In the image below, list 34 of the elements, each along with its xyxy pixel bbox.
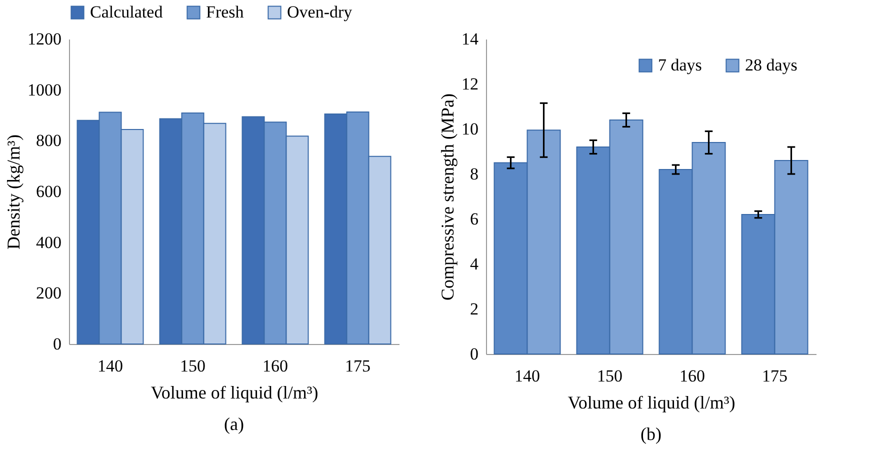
- legend-label: 7 days: [658, 56, 702, 75]
- y-tick-label: 6: [470, 210, 478, 228]
- x-axis-title: Volume of liquid (l/m³): [150, 382, 318, 402]
- y-tick-label: 14: [462, 30, 479, 48]
- y-axis-title: Density (kg/m³): [4, 134, 24, 250]
- y-tick-label: 200: [36, 284, 62, 303]
- y-tick-label: 4: [470, 254, 479, 274]
- x-tick-label: 150: [180, 356, 206, 376]
- y-tick-label: 1000: [28, 80, 62, 100]
- x-tick-label: 160: [680, 366, 705, 386]
- y-tick-label: 2: [470, 300, 478, 318]
- y-tick-label: 0: [53, 334, 62, 354]
- y-tick-label: 1200: [28, 30, 62, 48]
- y-tick-label: 8: [470, 164, 478, 184]
- x-tick-label: 175: [345, 356, 370, 376]
- y-tick-label: 10: [462, 120, 478, 138]
- text: (a): [224, 414, 244, 434]
- x-tick-label: 160: [262, 356, 288, 376]
- x-tick-label: 140: [98, 356, 123, 376]
- x-axis-title: Volume of liquid (l/m³): [568, 392, 736, 412]
- legend-label: Calculated: [90, 2, 164, 22]
- text: (b): [640, 424, 662, 444]
- x-tick-label: 140: [514, 366, 540, 386]
- y-axis-title: Compressive strength (MPa): [438, 94, 458, 300]
- x-tick-label: 175: [762, 366, 788, 386]
- legend-label: 28 days: [745, 56, 798, 75]
- y-tick-label: 12: [462, 74, 478, 94]
- legend-label: Fresh: [206, 2, 244, 22]
- y-tick-label: 800: [36, 131, 62, 150]
- y-tick-label: 600: [36, 182, 62, 201]
- y-tick-label: 400: [36, 232, 62, 252]
- x-tick-label: 150: [597, 366, 622, 386]
- legend-label: Oven-dry: [287, 2, 353, 22]
- y-tick-label: 0: [470, 344, 478, 364]
